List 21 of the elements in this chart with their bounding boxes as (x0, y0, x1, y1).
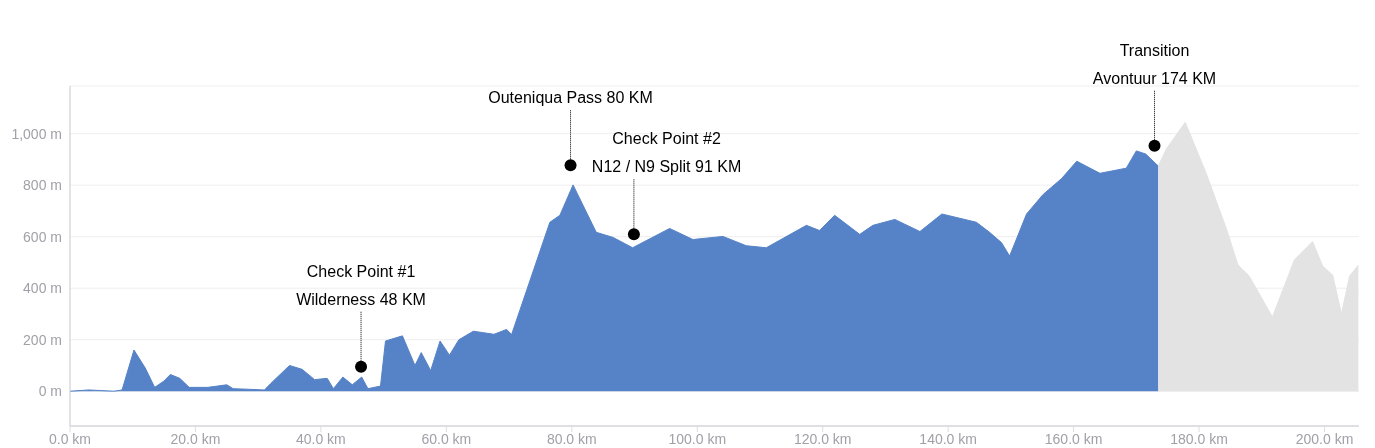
x-tick-label: 80.0 km (546, 430, 597, 447)
x-tick-label: 20.0 km (170, 430, 221, 447)
x-tick-label: 120.0 km (793, 430, 852, 447)
y-tick-label: 600 m (23, 228, 62, 245)
y-tick-label: 200 m (23, 331, 62, 348)
x-tick-label: 140.0 km (919, 430, 977, 447)
x-tick-label: 0.0 km (48, 430, 92, 447)
annotation: Transition Avontuur 174 KM (1092, 41, 1217, 87)
x-tick-label: 160.0 km (1044, 430, 1103, 447)
annotation: Outeniqua Pass 80 KM (488, 89, 653, 107)
y-tick-label: 1,000 m (11, 125, 62, 142)
x-tick-label: 180.0 km (1170, 430, 1228, 447)
y-tick-label: 800 m (23, 177, 62, 194)
annotation: Check Point #1 Wilderness 48 KM (296, 262, 426, 308)
x-tick-label: 40.0 km (295, 430, 346, 447)
y-tick-label: 400 m (23, 280, 62, 297)
x-tick-label: 200.0 km (1295, 430, 1354, 447)
x-tick-label: 100.0 km (668, 430, 727, 447)
x-tick-label: 60.0 km (421, 430, 472, 447)
annotation: Check Point #2 N12 / N9 Split 91 KM (591, 130, 742, 176)
y-tick-label: 0 m (38, 383, 62, 400)
